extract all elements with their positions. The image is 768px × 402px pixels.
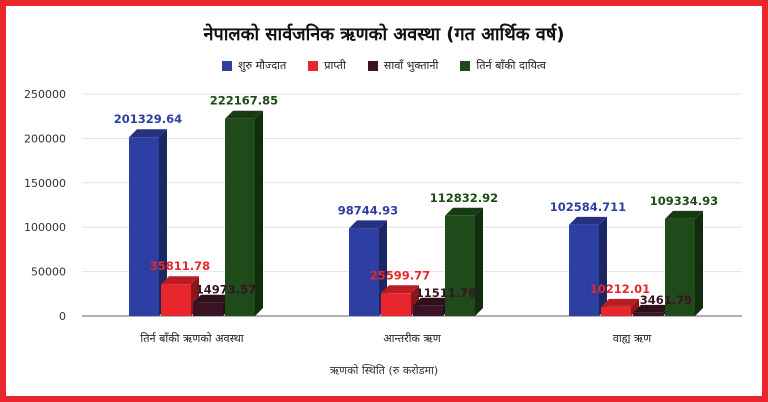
- bar-front: [413, 305, 443, 316]
- bar-side: [631, 298, 639, 316]
- bar-front: [445, 215, 475, 316]
- bar-front: [665, 218, 695, 316]
- data-label: 222167.85: [210, 94, 278, 108]
- bar-top: [349, 220, 387, 229]
- data-label: 98744.93: [338, 203, 398, 217]
- data-label: 14973.57: [196, 283, 256, 297]
- data-label: 35811.78: [150, 259, 210, 273]
- legend-swatch-principal-repayment: [367, 60, 378, 71]
- data-label: 10212.01: [590, 282, 650, 296]
- legend-label-receipts: प्राप्ती: [324, 59, 346, 72]
- bar-front: [129, 137, 159, 316]
- legend-swatch-receipts: [308, 60, 319, 71]
- y-tick-label: 250000: [24, 88, 66, 101]
- bar-front: [225, 118, 255, 316]
- legend-item-opening-balance: शुरु मौज्दात: [222, 58, 286, 73]
- legend-label-outstanding-liability: तिर्न बाँकी दायित्व: [476, 59, 546, 72]
- legend-item-receipts: प्राप्ती: [308, 58, 346, 73]
- data-label: 201329.64: [114, 112, 182, 126]
- bar-side: [599, 216, 607, 316]
- data-label: 102584.711: [550, 200, 626, 214]
- data-label: 11511.78: [416, 286, 476, 300]
- bar-top: [665, 210, 703, 219]
- bar-top: [225, 110, 263, 119]
- x-axis: तिर्न बाँकी ऋणको अवस्था आन्तरीक ऋण वाह्य ऋ…: [140, 332, 652, 345]
- y-axis: 250000 200000 150000 100000 50000 0: [24, 88, 66, 323]
- bar-front: [349, 228, 379, 316]
- y-tick-label: 200000: [24, 132, 66, 145]
- x-tick-label: वाह्य ऋण: [613, 332, 653, 345]
- bar-top: [161, 276, 199, 285]
- bar-side: [159, 129, 167, 316]
- bar-top: [601, 298, 639, 307]
- legend-item-outstanding-liability: तिर्न बाँकी दायित्व: [460, 58, 546, 73]
- bar-front: [569, 224, 599, 316]
- bar: [129, 129, 167, 316]
- bar-side: [255, 110, 263, 316]
- data-label: 25599.77: [370, 268, 430, 282]
- data-label: 109334.93: [650, 194, 718, 208]
- bar-top: [413, 297, 451, 306]
- legend-label-opening-balance: शुरु मौज्दात: [238, 59, 287, 72]
- y-tick-label: 0: [59, 310, 66, 323]
- bar-top: [381, 285, 419, 294]
- bar-top: [633, 304, 671, 313]
- bar-front: [601, 306, 631, 316]
- bar-top: [569, 216, 607, 225]
- data-labels: 201329.64 35811.78 14973.57 222167.85 98744.…: [114, 94, 718, 307]
- x-tick-label: आन्तरीक ऋण: [383, 332, 442, 345]
- bar: [161, 276, 199, 316]
- bar-top: [445, 207, 483, 216]
- legend-item-principal-repayment: सावाँ भुक्तानी: [367, 58, 439, 73]
- bar-top: [193, 294, 231, 303]
- y-tick-label: 100000: [24, 221, 66, 234]
- y-tick-label: 50000: [31, 266, 66, 279]
- legend-label-principal-repayment: सावाँ भुक्तानी: [383, 59, 439, 72]
- bar: [665, 210, 703, 316]
- bar-top: [129, 129, 167, 138]
- data-label: 3461.79: [640, 293, 692, 307]
- data-label: 112832.92: [430, 191, 498, 205]
- bar-side: [695, 210, 703, 316]
- x-axis-label: ऋणको स्थिति (रु करोडमा): [330, 364, 438, 377]
- bar: [381, 285, 419, 316]
- bar-front: [161, 284, 191, 316]
- legend-swatch-outstanding-liability: [460, 60, 471, 71]
- bar-front: [633, 312, 663, 316]
- bar-side: [475, 207, 483, 316]
- bar-front: [193, 302, 223, 316]
- x-tick-label: तिर्न बाँकी ऋणको अवस्था: [140, 332, 243, 345]
- legend-swatch-opening-balance: [222, 60, 233, 71]
- bar: [445, 207, 483, 316]
- bar: [225, 110, 263, 316]
- bar: [569, 216, 607, 316]
- y-tick-label: 150000: [24, 177, 66, 190]
- bars: [129, 110, 703, 316]
- chart-title: नेपालको सार्वजनिक ऋणको अवस्था (गत आर्थिक…: [203, 24, 565, 45]
- gridlines: [82, 93, 742, 317]
- bar: [601, 298, 639, 316]
- bar-front: [381, 293, 411, 316]
- legend: शुरु मौज्दात प्राप्ती सावाँ भुक्तानी तिर…: [0, 58, 768, 73]
